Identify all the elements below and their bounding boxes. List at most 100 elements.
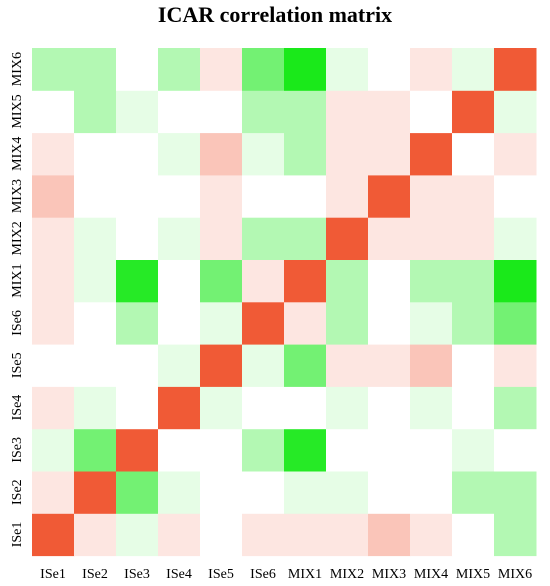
heatmap-cell-ISe4-ISe4 bbox=[158, 386, 201, 430]
heatmap-cell-MIX4-ISe3 bbox=[410, 428, 453, 472]
heatmap-cell-ISe5-MIX1 bbox=[200, 259, 243, 303]
heatmap-cell-MIX6-ISe4 bbox=[494, 386, 537, 430]
heatmap-cell-ISe6-ISe4 bbox=[242, 386, 285, 430]
heatmap-cell-MIX6-ISe3 bbox=[494, 428, 537, 472]
heatmap-cell-MIX2-ISe2 bbox=[326, 471, 369, 514]
heatmap-cell-ISe5-ISe1 bbox=[200, 513, 243, 557]
heatmap-cell-MIX5-MIX3 bbox=[452, 174, 495, 218]
heatmap-cell-MIX1-MIX1 bbox=[284, 259, 327, 303]
heatmap-cell-MIX3-MIX1 bbox=[368, 259, 411, 303]
y-tick-label: MIX1 bbox=[10, 264, 25, 298]
heatmap-cell-ISe2-ISe6 bbox=[74, 301, 117, 345]
heatmap-cell-MIX1-ISe3 bbox=[284, 428, 327, 472]
heatmap-cell-ISe2-ISe1 bbox=[74, 513, 117, 557]
x-tick-label: MIX1 bbox=[288, 567, 322, 582]
heatmap-cell-ISe4-ISe3 bbox=[158, 428, 201, 472]
heatmap-cell-MIX2-MIX2 bbox=[326, 217, 369, 260]
heatmap-cell-MIX3-ISe4 bbox=[368, 386, 411, 430]
heatmap-cell-ISe3-MIX6 bbox=[116, 48, 159, 91]
heatmap-cell-ISe2-ISe3 bbox=[74, 428, 117, 472]
heatmap-cell-ISe4-ISe2 bbox=[158, 471, 201, 514]
heatmap-cell-MIX2-ISe1 bbox=[326, 513, 369, 557]
y-tick-label: MIX4 bbox=[10, 137, 25, 171]
heatmap-cell-ISe6-MIX2 bbox=[242, 217, 285, 260]
heatmap-cell-ISe2-MIX5 bbox=[74, 90, 117, 134]
x-tick-label: MIX5 bbox=[456, 567, 490, 582]
heatmap-cell-MIX1-MIX5 bbox=[284, 90, 327, 134]
heatmap-cell-ISe2-MIX3 bbox=[74, 174, 117, 218]
x-tick-label: ISe3 bbox=[124, 567, 150, 582]
heatmap-cell-ISe4-MIX5 bbox=[158, 90, 201, 134]
heatmap-cell-ISe6-MIX3 bbox=[242, 174, 285, 218]
heatmap-cell-ISe3-MIX1 bbox=[116, 259, 159, 303]
heatmap-cell-MIX4-MIX2 bbox=[410, 217, 453, 260]
heatmap-cell-MIX1-ISe5 bbox=[284, 344, 327, 387]
heatmap-cell-MIX4-MIX1 bbox=[410, 259, 453, 303]
heatmap-cell-MIX1-MIX2 bbox=[284, 217, 327, 260]
heatmap-cell-MIX3-ISe5 bbox=[368, 344, 411, 387]
heatmap-cell-MIX3-MIX4 bbox=[368, 132, 411, 176]
heatmap-cell-MIX4-MIX4 bbox=[410, 132, 453, 176]
heatmap-cell-ISe1-MIX3 bbox=[32, 174, 75, 218]
heatmap-cell-MIX6-MIX1 bbox=[494, 259, 537, 303]
heatmap-cell-MIX6-MIX3 bbox=[494, 174, 537, 218]
heatmap-cell-MIX4-ISe6 bbox=[410, 301, 453, 345]
heatmap-cell-ISe2-MIX2 bbox=[74, 217, 117, 260]
heatmap-cell-MIX1-ISe4 bbox=[284, 386, 327, 430]
heatmap-cell-ISe2-MIX4 bbox=[74, 132, 117, 176]
heatmap-cell-ISe2-ISe5 bbox=[74, 344, 117, 387]
y-tick-label: ISe6 bbox=[10, 310, 25, 336]
heatmap-cell-MIX1-MIX4 bbox=[284, 132, 327, 176]
heatmap-cell-MIX2-ISe6 bbox=[326, 301, 369, 345]
heatmap-cell-MIX2-MIX4 bbox=[326, 132, 369, 176]
heatmap-cell-ISe5-MIX2 bbox=[200, 217, 243, 260]
heatmap-cell-ISe6-MIX4 bbox=[242, 132, 285, 176]
heatmap-cell-ISe1-MIX5 bbox=[32, 90, 75, 134]
heatmap-cell-ISe4-ISe6 bbox=[158, 301, 201, 345]
chart-title: ICAR correlation matrix bbox=[158, 2, 392, 27]
x-tick-label: ISe1 bbox=[40, 567, 66, 582]
heatmap-cell-MIX2-ISe5 bbox=[326, 344, 369, 387]
y-tick-label: MIX2 bbox=[10, 221, 25, 255]
heatmap-cell-ISe5-MIX4 bbox=[200, 132, 243, 176]
heatmap-cell-ISe3-ISe1 bbox=[116, 513, 159, 557]
heatmap-cell-MIX5-ISe6 bbox=[452, 301, 495, 345]
heatmap-cell-MIX1-ISe1 bbox=[284, 513, 327, 557]
heatmap-cell-ISe3-MIX3 bbox=[116, 174, 159, 218]
heatmap-cell-MIX3-ISe6 bbox=[368, 301, 411, 345]
heatmap-cell-ISe3-ISe6 bbox=[116, 301, 159, 345]
heatmap-cell-MIX3-MIX5 bbox=[368, 90, 411, 134]
heatmap-cell-ISe5-ISe5 bbox=[200, 344, 243, 387]
y-tick-label: MIX6 bbox=[10, 52, 25, 86]
heatmap-cell-ISe3-ISe3 bbox=[116, 428, 159, 472]
heatmap-cell-ISe6-MIX6 bbox=[242, 48, 285, 91]
heatmap-cell-ISe3-MIX2 bbox=[116, 217, 159, 260]
heatmap-cell-ISe4-MIX3 bbox=[158, 174, 201, 218]
heatmap-cell-MIX1-ISe6 bbox=[284, 301, 327, 345]
heatmap-cell-ISe4-MIX1 bbox=[158, 259, 201, 303]
heatmap-cell-MIX5-MIX5 bbox=[452, 90, 495, 134]
heatmap-cell-ISe2-MIX1 bbox=[74, 259, 117, 303]
x-tick-label: MIX3 bbox=[372, 567, 406, 582]
heatmap-cell-MIX5-ISe1 bbox=[452, 513, 495, 557]
heatmap-cell-MIX3-MIX6 bbox=[368, 48, 411, 91]
heatmap-cell-MIX6-MIX4 bbox=[494, 132, 537, 176]
heatmap-cell-ISe1-MIX2 bbox=[32, 217, 75, 260]
heatmap-cell-ISe4-MIX6 bbox=[158, 48, 201, 91]
heatmap-cell-ISe1-ISe3 bbox=[32, 428, 75, 472]
heatmap-cell-MIX5-ISe5 bbox=[452, 344, 495, 387]
y-tick-label: ISe5 bbox=[10, 352, 25, 378]
heatmap-cell-MIX6-ISe6 bbox=[494, 301, 537, 345]
heatmap-cell-ISe3-MIX4 bbox=[116, 132, 159, 176]
heatmap-cell-ISe6-ISe2 bbox=[242, 471, 285, 514]
heatmap-cell-MIX6-ISe1 bbox=[494, 513, 537, 557]
heatmap-cell-MIX2-ISe3 bbox=[326, 428, 369, 472]
y-tick-label: ISe1 bbox=[10, 522, 25, 548]
heatmap-cell-ISe6-ISe6 bbox=[242, 301, 285, 345]
x-tick-label: MIX2 bbox=[330, 567, 364, 582]
y-tick-label: MIX3 bbox=[10, 179, 25, 213]
heatmap-cell-MIX4-ISe1 bbox=[410, 513, 453, 557]
heatmap-cell-MIX2-MIX3 bbox=[326, 174, 369, 218]
heatmap-cell-ISe5-MIX6 bbox=[200, 48, 243, 91]
